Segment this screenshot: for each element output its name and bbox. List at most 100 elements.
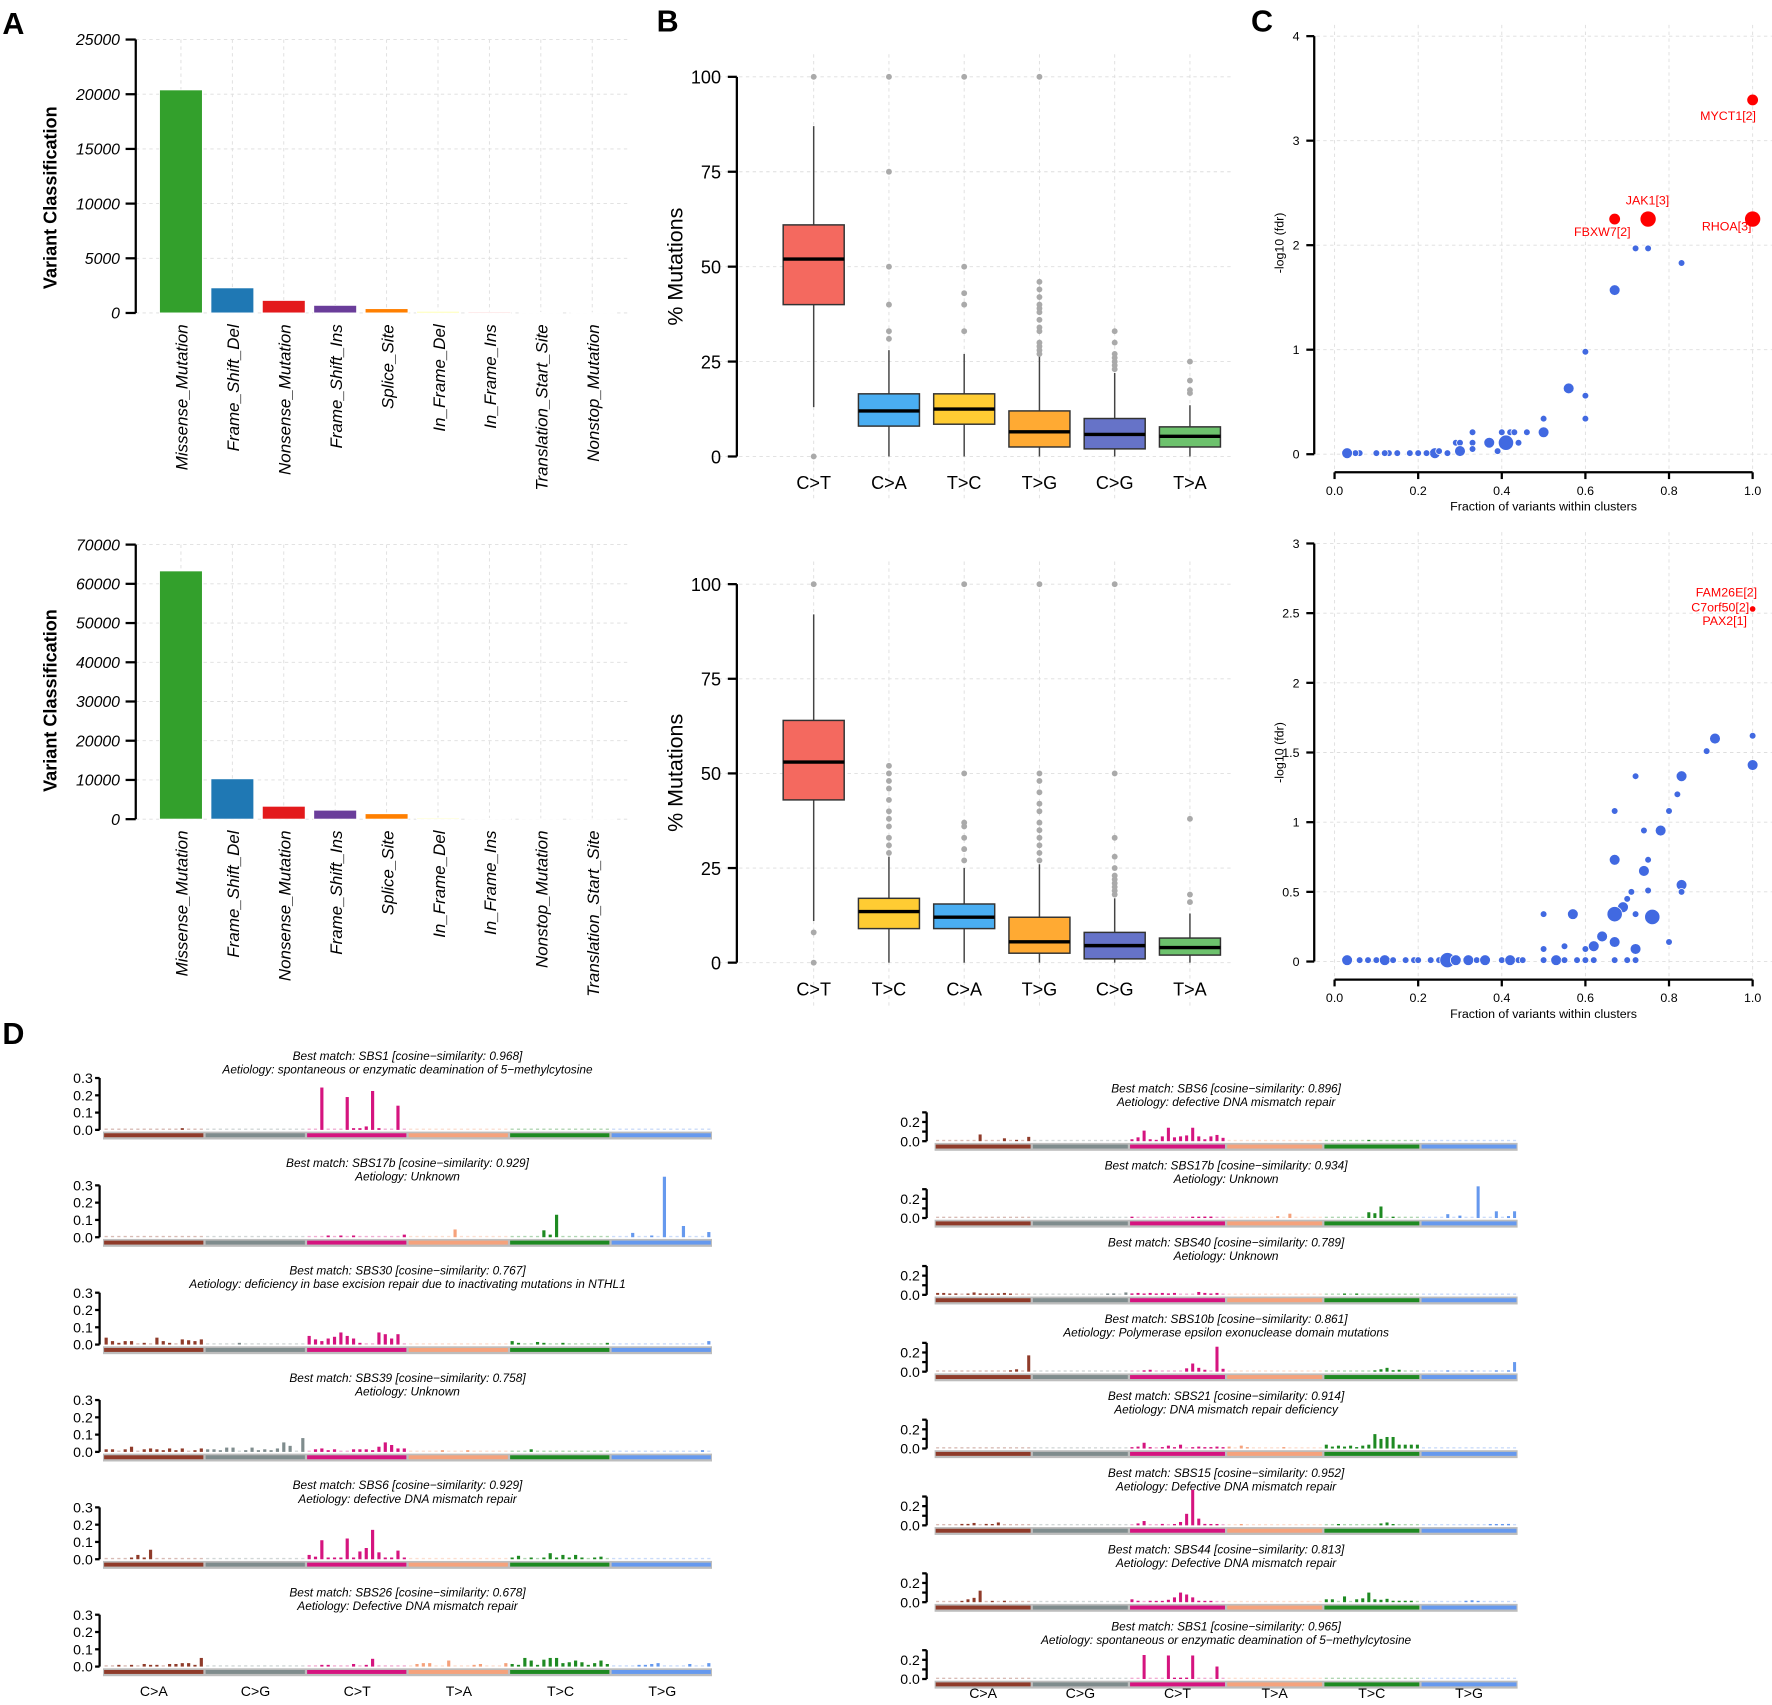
signature-bar: [1361, 1445, 1365, 1449]
signature-bar: [948, 1139, 952, 1142]
signature-bar: [688, 1450, 692, 1452]
signature-bar: [1282, 1677, 1286, 1680]
signature-bar: [1379, 1599, 1383, 1603]
y-tick-label: 0.2: [900, 1114, 920, 1130]
data-point: [1608, 284, 1621, 296]
data-point: [1631, 772, 1640, 780]
signature-bar: [942, 1600, 946, 1603]
signature-bar: [1506, 1370, 1511, 1372]
y-tick-label: 40000: [76, 655, 120, 672]
signature-bar: [275, 1448, 280, 1452]
signature-bar: [599, 1343, 603, 1345]
signature-bar: [1015, 1139, 1019, 1142]
panel-label-a: A: [2, 7, 24, 41]
signature-bar: [996, 1447, 1000, 1449]
y-tick-label: 3: [1293, 134, 1300, 148]
signature-bar: [332, 1235, 337, 1238]
signature-bar: [1185, 1513, 1189, 1526]
signature-plot: Best match: SBS1 [cosine−similarity: 0.9…: [73, 1049, 712, 1140]
signature-bar: [1227, 1600, 1231, 1603]
context-strip-segment: [408, 1347, 508, 1352]
signature-bar: [688, 1663, 692, 1667]
signature-bar: [1166, 1445, 1170, 1449]
signature-bar: [1166, 1293, 1170, 1295]
signature-bar: [161, 1665, 165, 1667]
signature-bar: [650, 1343, 654, 1345]
signature-bar: [504, 1128, 508, 1130]
signature-bar: [1361, 1293, 1365, 1295]
data-point: [1414, 956, 1422, 964]
signature-bar: [1415, 1600, 1419, 1603]
signature-bar: [1318, 1447, 1322, 1449]
signature-bar: [497, 1665, 502, 1667]
signature-bar: [656, 1128, 660, 1130]
category-label: Frame_Shift_Ins: [327, 324, 346, 449]
signature-bar: [1403, 1677, 1407, 1680]
signature-bar: [990, 1216, 994, 1219]
signature-bar: [275, 1665, 280, 1667]
y-axis-label: % Mutations: [664, 714, 688, 832]
signature-bar: [225, 1557, 229, 1560]
context-strip-segment: [1227, 1682, 1323, 1687]
signature-bar: [1324, 1293, 1328, 1295]
signature-bar: [586, 1343, 590, 1345]
signature-bar: [1276, 1600, 1280, 1603]
y-axis-label: % Mutations: [664, 208, 688, 326]
signature-bar: [269, 1665, 273, 1667]
signature-bar: [1203, 1600, 1207, 1603]
signature-bar: [978, 1523, 982, 1526]
signature-bar: [301, 1665, 305, 1667]
signature-bar: [193, 1341, 197, 1345]
outlier-point: [1036, 294, 1043, 300]
signature-bar: [428, 1557, 432, 1560]
signature-bar: [1312, 1293, 1316, 1295]
signature-bar: [1106, 1216, 1110, 1219]
signature-bar: [1069, 1370, 1073, 1372]
signature-bar: [1421, 1523, 1425, 1526]
signature-bar: [1264, 1370, 1268, 1372]
signature-bar: [491, 1128, 495, 1130]
signature-bar: [535, 1235, 540, 1238]
signature-bar: [193, 1664, 197, 1667]
signature-bar: [1142, 1216, 1146, 1219]
y-tick-label: 50: [701, 764, 721, 784]
signature-bar: [1045, 1523, 1049, 1526]
signature-bar: [707, 1663, 711, 1667]
signature-bar: [1130, 1139, 1134, 1142]
context-strip-segment: [611, 1347, 711, 1352]
data-point: [1497, 434, 1515, 451]
signature-bar: [244, 1235, 248, 1238]
signature-bar: [294, 1343, 299, 1345]
signature-bar: [351, 1235, 356, 1238]
signature-bar: [1494, 1293, 1498, 1295]
signature-bar: [1282, 1600, 1286, 1603]
signature-bar: [1373, 1370, 1377, 1372]
signature-bar: [669, 1450, 673, 1452]
signature-bar: [1482, 1447, 1486, 1449]
signature-bar: [320, 1087, 324, 1130]
signature-bar: [434, 1343, 438, 1345]
signature-bar: [345, 1335, 349, 1345]
context-strip-segment: [1324, 1605, 1420, 1610]
signature-bar: [510, 1128, 514, 1130]
signature-bar: [409, 1665, 413, 1667]
signature-bar: [104, 1337, 108, 1345]
signature-bar: [1434, 1677, 1438, 1680]
data-point: [1422, 449, 1431, 457]
outlier-point: [886, 168, 892, 175]
signature-bar: [466, 1343, 470, 1345]
signature-bar: [1100, 1677, 1104, 1680]
signature-bar: [294, 1235, 299, 1238]
signature-bar: [1148, 1447, 1152, 1449]
signature-bar: [1160, 1447, 1164, 1449]
signature-bar: [313, 1339, 318, 1345]
signature-bar: [1482, 1523, 1486, 1526]
signature-bar: [1160, 1370, 1164, 1372]
signature-bar: [1464, 1600, 1468, 1603]
signature-bar: [212, 1557, 216, 1560]
signature-bar: [1069, 1523, 1073, 1526]
outlier-point: [1036, 778, 1043, 784]
signature-bar: [1403, 1293, 1407, 1295]
signature-aetiology: Aetiology: Defective DNA mismatch repair: [296, 1599, 518, 1613]
signature-bar: [510, 1341, 514, 1345]
